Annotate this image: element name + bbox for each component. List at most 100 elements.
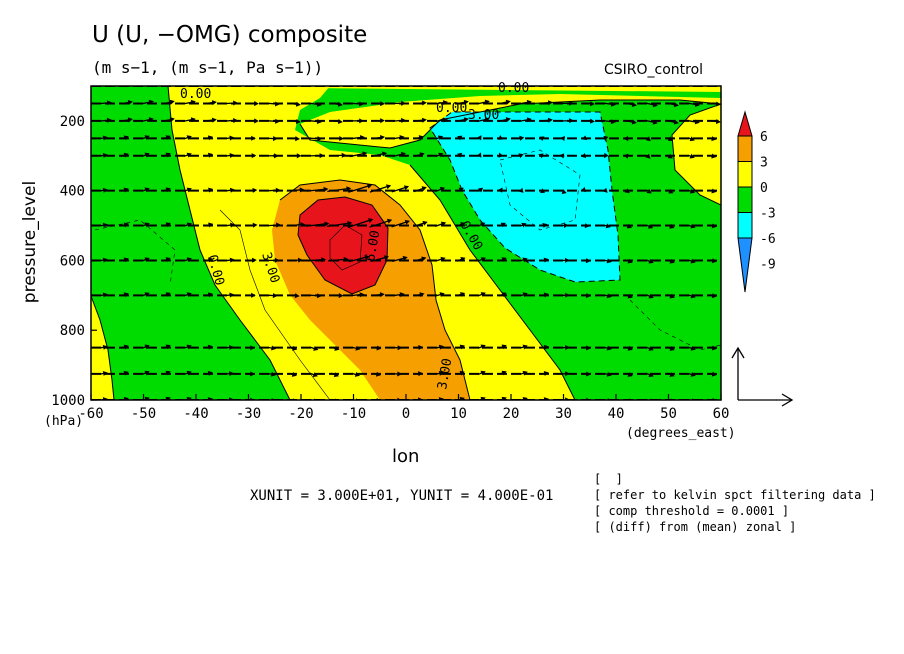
wind-vector-head bbox=[627, 258, 633, 264]
wind-vector-head bbox=[438, 152, 444, 158]
wind-vector-head bbox=[522, 257, 528, 263]
wind-vector-head bbox=[399, 135, 405, 141]
wind-vector-head bbox=[689, 153, 695, 159]
x-axis-unit: (degrees_east) bbox=[626, 426, 736, 441]
wind-vector-head bbox=[627, 372, 633, 377]
wind-vector-head bbox=[165, 222, 171, 228]
wind-vector-head bbox=[480, 370, 486, 376]
wind-vector-head bbox=[341, 152, 347, 158]
wind-vector-head bbox=[667, 153, 673, 159]
wind-vector-head bbox=[276, 222, 281, 228]
colorbar-swatch bbox=[737, 212, 753, 239]
wind-vector-head bbox=[312, 372, 318, 377]
wind-vector-head bbox=[627, 345, 633, 351]
wind-vector-head bbox=[497, 187, 503, 193]
wind-vector-head bbox=[580, 187, 586, 193]
wind-vector-head bbox=[313, 346, 319, 351]
wind-vector-head bbox=[228, 371, 234, 377]
wind-vector-head bbox=[585, 371, 591, 377]
wind-vector-head bbox=[690, 223, 696, 229]
wind-vector-head bbox=[590, 118, 595, 124]
wind-vector-head bbox=[606, 258, 612, 264]
wind-vector bbox=[326, 222, 352, 227]
wind-vector-head bbox=[442, 100, 448, 106]
wind-vector-head bbox=[347, 220, 353, 226]
wind-vector-head bbox=[631, 119, 637, 125]
note-line: [ (diff) from (mean) zonal ] bbox=[594, 520, 797, 534]
wind-vector-head bbox=[421, 256, 427, 262]
wind-vector-head bbox=[518, 187, 524, 193]
wind-vector-head bbox=[652, 119, 658, 125]
wind-vector-head bbox=[337, 101, 343, 107]
wind-vector-head bbox=[603, 135, 609, 141]
wind-vector-head bbox=[165, 135, 171, 140]
wind-vector-head bbox=[165, 292, 171, 297]
wind-vector-head bbox=[364, 254, 370, 260]
wind-vector-head bbox=[102, 152, 108, 158]
wind-vector-head bbox=[543, 344, 549, 350]
wind-vector-head bbox=[669, 223, 675, 229]
wind-vector-head bbox=[233, 100, 238, 106]
wind-vector-head bbox=[294, 293, 300, 299]
x-tick-label: -10 bbox=[341, 406, 366, 422]
contour-line bbox=[429, 111, 621, 283]
wind-vector-head bbox=[581, 153, 587, 158]
wind-vector-head bbox=[673, 102, 679, 108]
wind-vector-head bbox=[169, 117, 175, 123]
wind-vector-head bbox=[569, 118, 574, 124]
wind-vector-head bbox=[254, 101, 259, 107]
wind-vector-head bbox=[459, 292, 466, 297]
wind-vector bbox=[369, 185, 391, 193]
wind-vector-head bbox=[102, 344, 108, 350]
wind-vector-head bbox=[380, 101, 385, 107]
wind-vector-head bbox=[690, 293, 696, 299]
contour-line bbox=[219, 209, 331, 400]
wind-vector-head bbox=[585, 345, 591, 351]
wind-vector-head bbox=[690, 258, 696, 264]
wind-vector-head bbox=[251, 135, 256, 141]
colorbar-label: 0 bbox=[760, 181, 768, 196]
wind-vector-head bbox=[148, 117, 154, 123]
wind-vector-head bbox=[603, 152, 609, 159]
wind-vector-head bbox=[102, 187, 108, 193]
wind-vector-head bbox=[319, 153, 325, 159]
wind-vector-head bbox=[421, 117, 427, 123]
wind-vector-head bbox=[250, 345, 255, 351]
wind-vector-head bbox=[477, 187, 484, 193]
wind-vector-head bbox=[647, 223, 654, 229]
wind-vector-head bbox=[381, 151, 388, 157]
wind-vector-head bbox=[186, 187, 192, 193]
colorbar-label: -9 bbox=[760, 258, 776, 273]
wind-vector-head bbox=[354, 372, 360, 377]
wind-vector-head bbox=[272, 136, 278, 142]
wind-vector-head bbox=[421, 186, 427, 192]
wind-vector-head bbox=[711, 345, 717, 351]
wind-vector-head bbox=[165, 187, 171, 193]
wind-vector-head bbox=[295, 101, 301, 107]
wind-vector-head bbox=[123, 135, 129, 141]
wind-vector-head bbox=[715, 101, 721, 107]
wind-vector-head bbox=[397, 345, 403, 351]
colorbar-label: 6 bbox=[760, 130, 768, 145]
wind-vector-head bbox=[272, 293, 278, 299]
wind-vector-head bbox=[230, 222, 236, 228]
note-line: [ ] bbox=[594, 472, 623, 486]
wind-vector-head bbox=[563, 222, 569, 229]
note-line: [ refer to kelvin spct filtering data ] bbox=[594, 488, 876, 502]
wind-vector-head bbox=[343, 256, 349, 262]
x-tick-label: -30 bbox=[236, 406, 261, 422]
wind-vector-head bbox=[362, 151, 368, 157]
wind-vector-head bbox=[383, 255, 390, 261]
wind-vector-head bbox=[669, 372, 675, 377]
wind-vector-head bbox=[317, 136, 323, 142]
wind-vector-head bbox=[186, 257, 192, 263]
wind-vector-head bbox=[386, 218, 393, 224]
wind-vector-head bbox=[458, 187, 464, 193]
contour-label: 6.00 bbox=[363, 229, 383, 262]
wind-vector-head bbox=[440, 221, 447, 227]
wind-vector-head bbox=[292, 345, 298, 351]
wind-vector-head bbox=[144, 370, 150, 376]
vector-reference bbox=[731, 346, 794, 407]
wind-vector-head bbox=[645, 153, 651, 159]
wind-vector-head bbox=[418, 371, 423, 377]
